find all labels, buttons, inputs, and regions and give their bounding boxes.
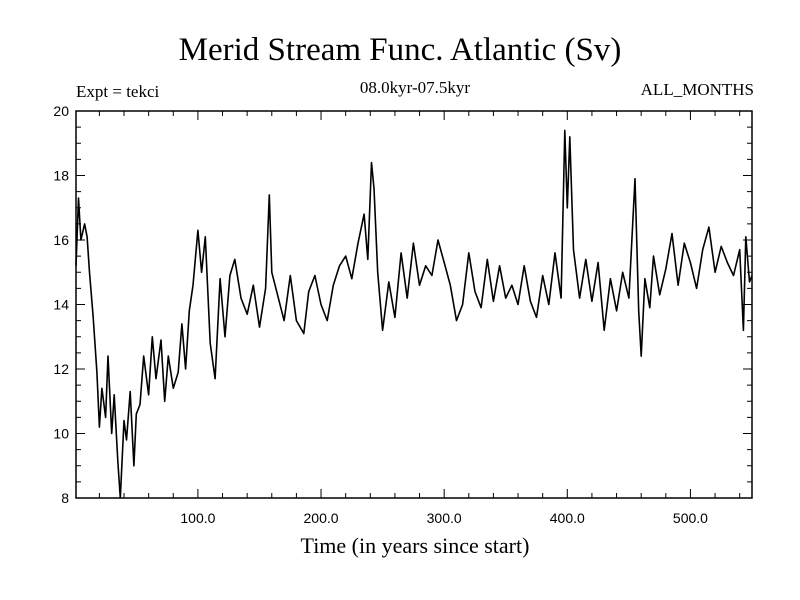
x-tick-label: 400.0: [550, 510, 585, 526]
y-tick-label: 14: [53, 297, 69, 313]
y-tick-label: 20: [53, 103, 69, 119]
x-tick-label: 300.0: [427, 510, 462, 526]
x-tick-labels: 100.0 200.0 300.0 400.0 500.0: [180, 510, 708, 526]
y-tick-label: 10: [53, 426, 69, 442]
experiment-label: Expt = tekci: [76, 82, 160, 101]
chart-title: Merid Stream Func. Atlantic (Sv): [178, 32, 622, 68]
months-label: ALL_MONTHS: [640, 80, 754, 99]
y-tick-label: 18: [53, 168, 69, 184]
plot-frame: [75, 110, 753, 499]
series-line: [75, 129, 753, 499]
x-tick-label: 100.0: [180, 510, 215, 526]
y-tick-labels: 8 10 12 14 16 18 20: [53, 103, 69, 506]
axis-ticks: [76, 111, 752, 498]
chart-subtitle: 08.0kyr-07.5kyr: [359, 78, 471, 97]
x-tick-label: 500.0: [673, 510, 708, 526]
y-tick-label: 16: [53, 232, 69, 248]
y-tick-label: 12: [53, 361, 69, 377]
x-tick-label: 200.0: [304, 510, 339, 526]
x-axis-label: Time (in years since start): [300, 533, 530, 558]
y-tick-label: 8: [61, 490, 69, 506]
